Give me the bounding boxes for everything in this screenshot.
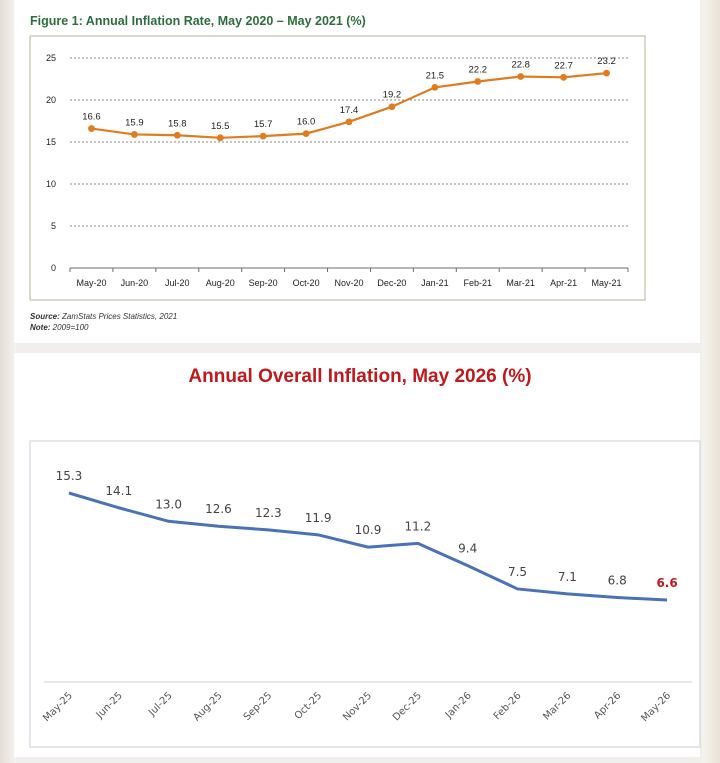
figure1-data-label: 15.5 [211, 121, 230, 132]
figure2-x-tick-label: Feb-26 [492, 690, 524, 722]
figure2-data-label: 12.3 [255, 506, 282, 520]
figure1-x-tick-label: Nov-20 [334, 278, 363, 288]
figure1-x-tick-label: Jul-20 [165, 278, 190, 288]
figure1-data-point [603, 69, 610, 77]
figure2-title: Annual Overall Inflation, May 2026 (%) [188, 366, 532, 387]
figure1-source: Source: ZamStats Prices Statistics, 2021 [30, 312, 177, 321]
figure1-y-tick-label: 0 [51, 263, 56, 273]
figure1-x-tick-label: Dec-20 [377, 278, 406, 288]
figure1-data-point [302, 130, 310, 138]
figure1-data-point [474, 78, 482, 85]
figure2-x-tick-label: May-26 [639, 690, 673, 724]
figure2-x-tick-label: Jun-25 [94, 690, 125, 721]
figure1-y-tick-label: 15 [46, 137, 56, 147]
figure2-data-label: 7.1 [558, 570, 577, 584]
figure1-y-tick-label: 10 [46, 179, 56, 189]
figure1-data-label: 22.8 [511, 59, 530, 70]
right-edge [702, 0, 720, 763]
figure2-data-label: 14.1 [105, 484, 132, 498]
figure1-data-label: 17.4 [340, 105, 359, 116]
figure1-note-label: Note: [30, 323, 51, 332]
figure1-data-label: 22.2 [469, 65, 488, 76]
figure1-data-point [560, 73, 568, 81]
figure1-data-point [431, 84, 439, 91]
figure1-data-point [88, 125, 95, 132]
figure2-x-tick-label: Dec-25 [391, 690, 424, 723]
figure1-data-point [345, 118, 353, 126]
figure2-x-tick-label: Jul-25 [146, 690, 175, 719]
figure1-source-label: Source: [30, 312, 60, 321]
figure1-data-point [216, 134, 224, 142]
figure1-data-label: 15.9 [125, 117, 144, 128]
figure1-x-tick-label: Oct-20 [293, 278, 320, 288]
figure2-x-tick-label: Mar-26 [541, 690, 573, 722]
figure2-data-label: 6.8 [608, 574, 627, 588]
figure1-x-tick-label: Jun-20 [121, 278, 149, 288]
figure1-x-tick-label: Apr-21 [550, 278, 577, 288]
figure1-data-point [173, 131, 181, 139]
figure2-x-tick-label: Apr-26 [592, 690, 623, 721]
figure2-data-label: 6.6 [656, 576, 677, 590]
figure2-x-tick-label: Jan-26 [443, 690, 474, 721]
figure1-data-point [130, 131, 138, 138]
figure2-data-label: 13.0 [155, 497, 182, 511]
figure1-x-tick-label: May-20 [76, 278, 106, 288]
figure1-x-tick-label: May-21 [592, 278, 622, 288]
figure2-x-tick-label: Aug-25 [191, 690, 224, 723]
figure2-data-label: 9.4 [458, 542, 477, 556]
figure2-series-line [68, 491, 668, 602]
figure1-note: Note: 2009=100 [30, 323, 89, 332]
figure2-data-label: 12.6 [205, 502, 232, 516]
figure1-data-label: 15.7 [254, 119, 273, 130]
figure1-source-text: ZamStats Prices Statistics, 2021 [59, 312, 178, 321]
figure2-plot-frame [29, 440, 701, 748]
figure2-data-label: 7.5 [508, 565, 527, 579]
figure1-data-label: 19.2 [383, 90, 402, 101]
figure2-data-label: 11.2 [404, 519, 431, 533]
figure1-note-text: 2009=100 [50, 323, 89, 332]
figure1-data-point [259, 132, 267, 140]
figure2-panel [14, 353, 700, 757]
figure2-x-tick-label: Oct-25 [293, 690, 325, 722]
figure2-data-label: 10.9 [355, 523, 382, 537]
figure1-data-label: 23.2 [597, 56, 616, 67]
figure1-panel [14, 0, 700, 343]
figure2-x-tick-label: Sep-25 [242, 690, 275, 723]
figure1-plot-frame [29, 35, 646, 301]
figure1-y-tick-label: 20 [46, 95, 56, 105]
figure1-x-tick-label: Sep-20 [249, 278, 278, 288]
figure1-x-tick-label: Jan-21 [421, 278, 449, 288]
figure1-data-point [388, 103, 396, 111]
figure1-chart: 0 5 10 15 20 25 May-20 Jun-20 Jul-20 Aug-20 Sep-20… [29, 35, 646, 301]
figure1-data-label: 22.7 [554, 60, 573, 71]
figure2-x-tick-label: Nov-25 [341, 690, 374, 723]
figure1-x-tick-label: Mar-21 [506, 278, 535, 288]
figure1-data-label: 15.8 [168, 118, 187, 129]
figure1-y-tick-label: 25 [46, 53, 56, 63]
figure1-data-label: 16.6 [82, 112, 101, 123]
figure1-x-tick-label: Feb-21 [464, 278, 493, 288]
figure1-y-tick-label: 5 [51, 221, 56, 231]
figure2-data-label: 11.9 [305, 511, 332, 525]
figure2-data-label: 15.3 [56, 469, 83, 483]
left-edge [0, 0, 16, 763]
figure1-data-label: 21.5 [426, 70, 445, 81]
figure1-title: Figure 1: Annual Inflation Rate, May 202… [30, 14, 366, 28]
figure1-data-label: 16.0 [297, 117, 316, 128]
figure2-x-tick-label: May-25 [41, 690, 75, 724]
figure1-x-tick-label: Aug-20 [206, 278, 235, 288]
figure1-data-point [517, 73, 525, 80]
